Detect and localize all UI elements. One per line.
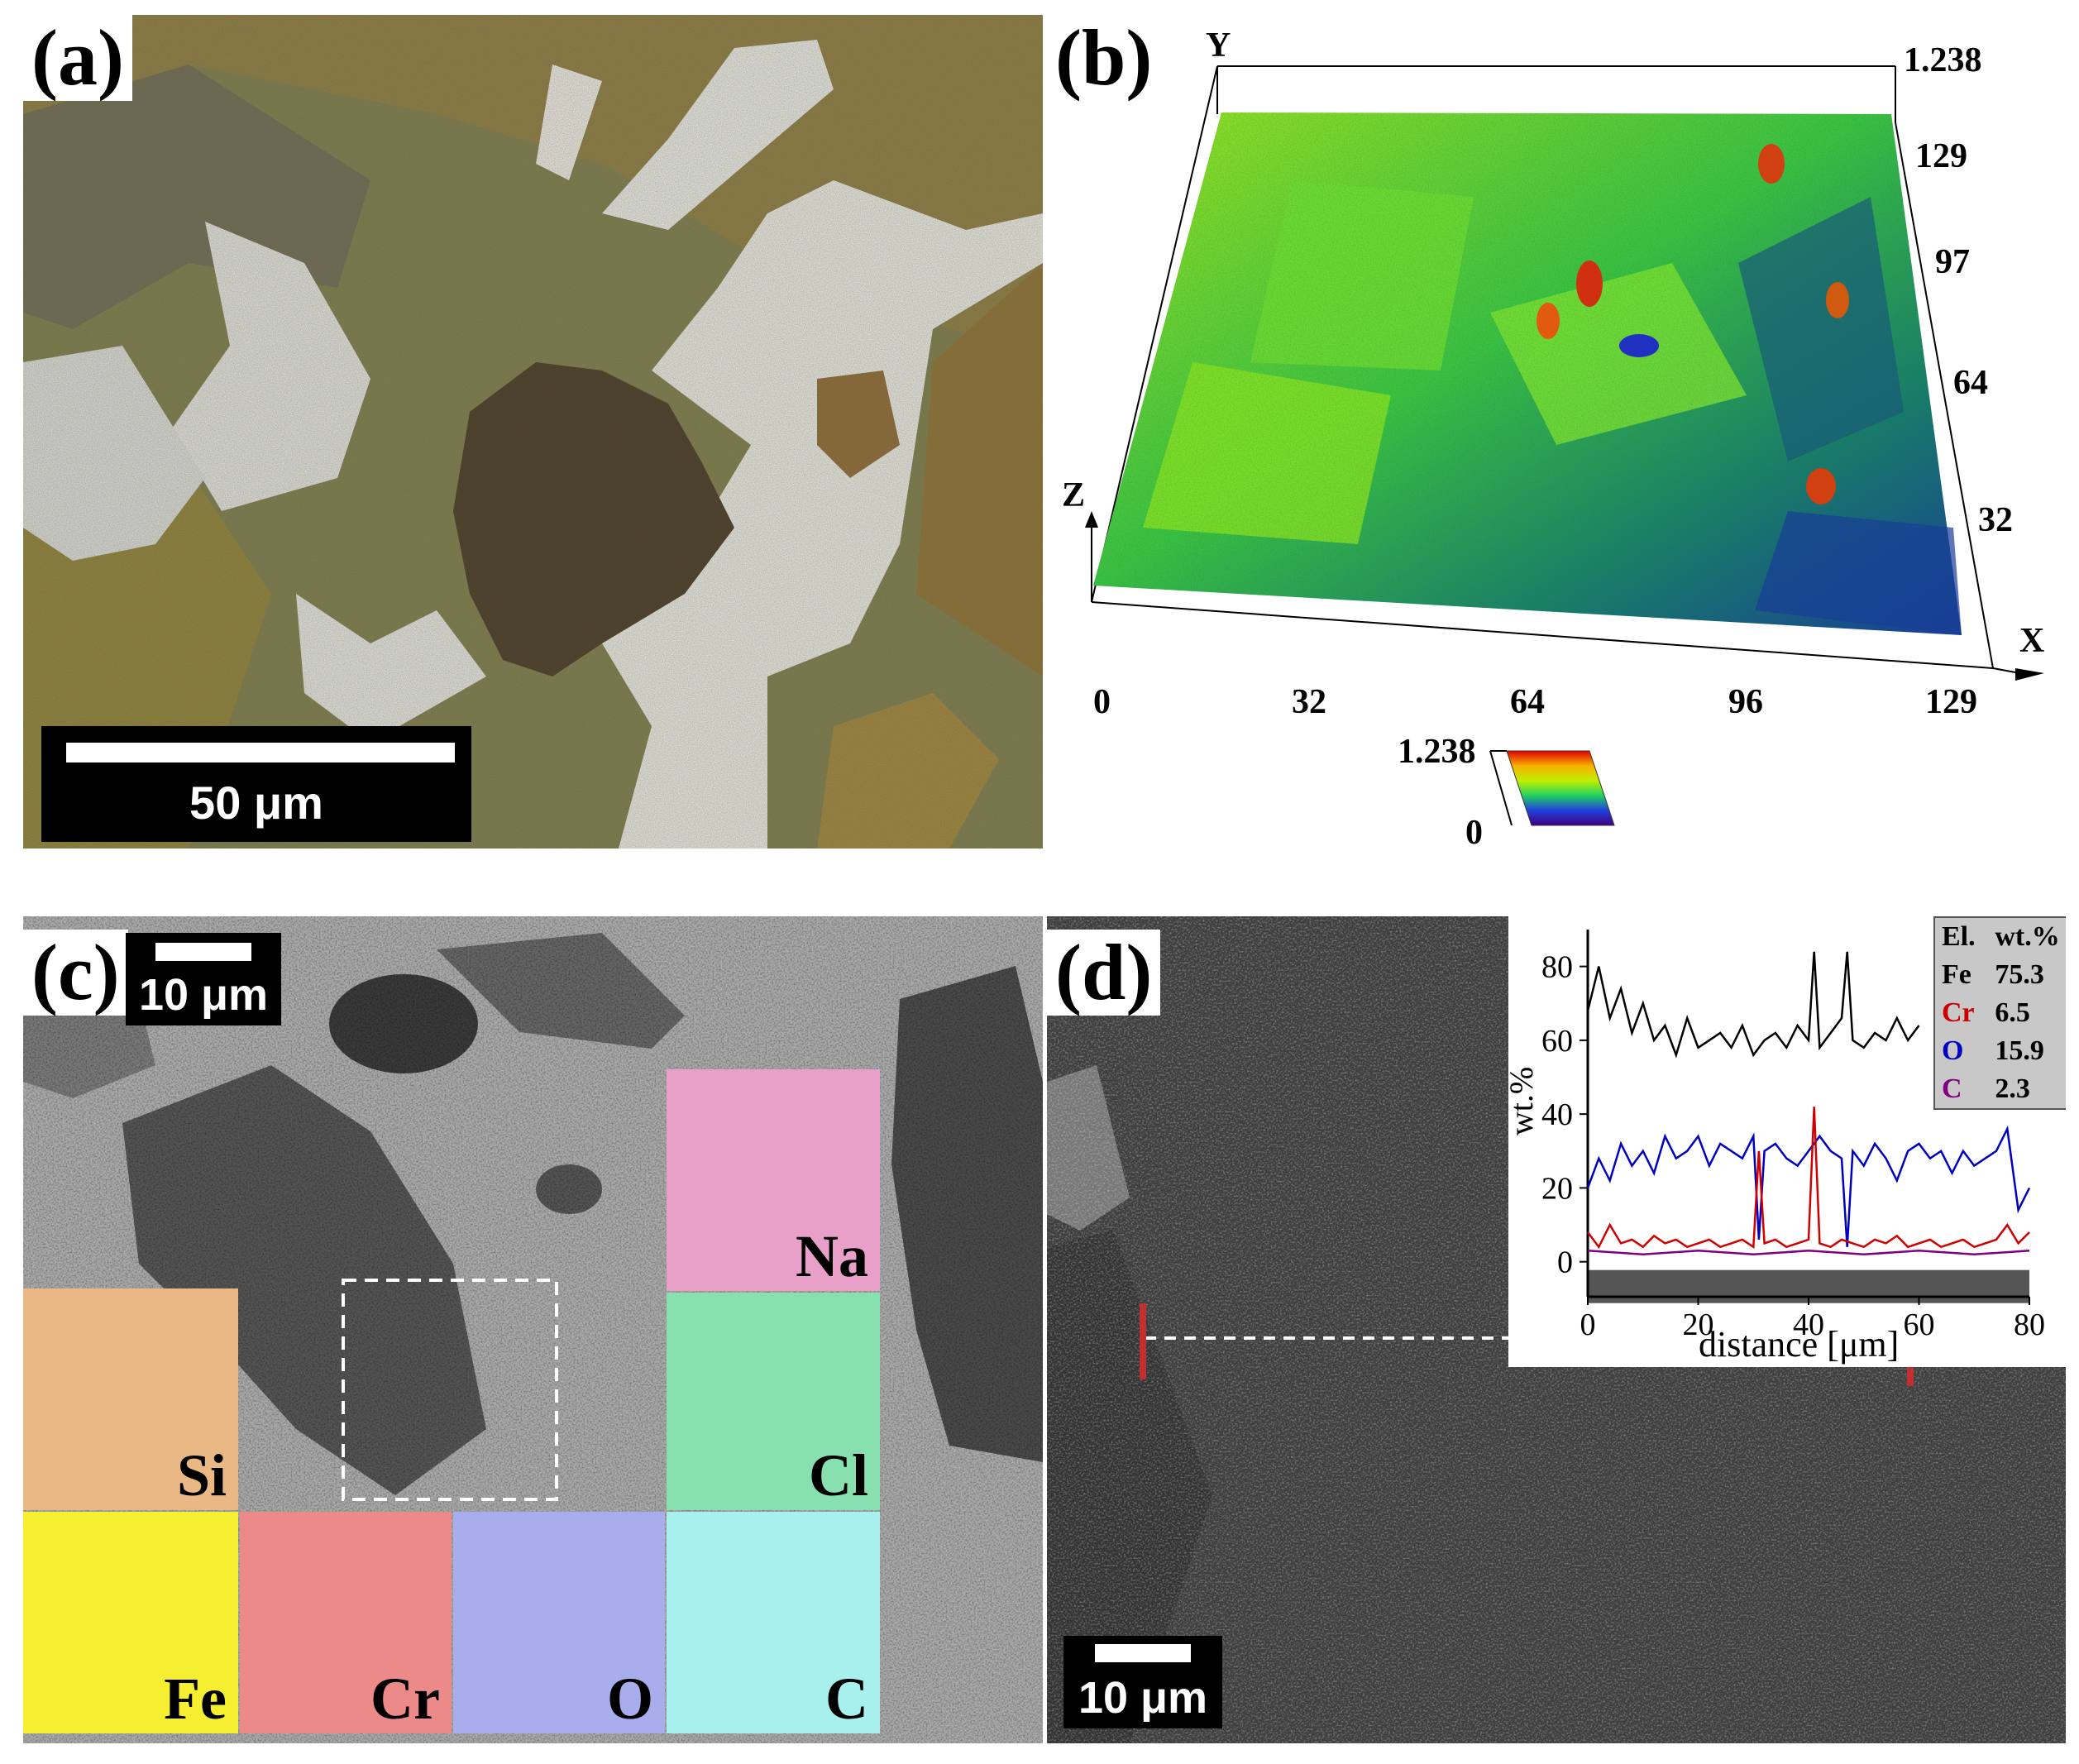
y-tick-label: 40 xyxy=(1541,1097,1573,1132)
scale-bar: 10 μm xyxy=(126,933,281,1025)
element-label: O xyxy=(606,1666,653,1732)
y-tick-label: 20 xyxy=(1541,1171,1573,1206)
element-label: Na xyxy=(796,1223,868,1289)
scale-bar-line xyxy=(1095,1644,1191,1662)
series-line xyxy=(1587,1250,2030,1256)
scale-bar: 10 μm xyxy=(1063,1636,1222,1728)
table-header: wt.% xyxy=(1995,921,2060,952)
colorbar-max-label: 1.238 xyxy=(1398,733,1476,771)
selection-box xyxy=(342,1279,558,1501)
colorbar xyxy=(1506,750,1615,826)
table-row: C 2.3 xyxy=(1935,1070,2066,1108)
axes-box xyxy=(1091,65,2016,673)
eds-map-cr: Cr xyxy=(240,1512,452,1733)
element-cell: Cr xyxy=(1942,997,1975,1028)
linescan-chart: 0 20 40 60 80 0 20 40 60 80 xyxy=(1541,930,2045,1342)
x-tick-label: 96 xyxy=(1728,683,1763,721)
eds-map-o: O xyxy=(453,1512,665,1733)
composition-table: El. wt.% Fe 75.3 Cr 6.5 O 15.9 C 2.3 xyxy=(1933,916,2066,1110)
element-cell: C xyxy=(1942,1073,1962,1104)
y-tick-label: 97 xyxy=(1935,243,1970,281)
linescan-start-marker xyxy=(1140,1303,1146,1379)
panel-b-3d-profile: (b) Y Z X 1.238 0 32 64 96 129 129 97 64… xyxy=(1044,15,2079,849)
y-tick-label: 60 xyxy=(1541,1024,1573,1059)
value-cell: 75.3 xyxy=(1995,959,2044,990)
surface-3d-plot xyxy=(1085,65,2044,826)
scale-bar-line xyxy=(66,743,455,762)
series-line xyxy=(1586,1107,2030,1250)
y-axis-label: wt.% xyxy=(1503,1066,1541,1136)
axis-y-letter: Y xyxy=(1206,26,1231,65)
panel-label: (b) xyxy=(1047,15,1161,101)
panel-a-optical-micrograph: (a) 50 μm xyxy=(23,15,1043,849)
panel-label: (c) xyxy=(23,930,128,1016)
scale-bar: 50 μm xyxy=(41,726,471,842)
element-cell: O xyxy=(1942,1035,1964,1066)
element-label: Fe xyxy=(164,1666,227,1732)
value-cell: 6.5 xyxy=(1995,997,2030,1028)
scale-bar-label: 10 μm xyxy=(1078,1673,1208,1723)
panel-label: (d) xyxy=(1047,930,1161,1016)
x-tick-label: 20 xyxy=(1683,1307,1714,1342)
y-tick-label: 0 xyxy=(1557,1245,1573,1280)
element-label: C xyxy=(825,1666,868,1732)
element-label: Cl xyxy=(809,1442,868,1508)
y-tick-label: 32 xyxy=(1978,501,2013,539)
table-header: El. xyxy=(1942,921,1976,952)
element-label: Si xyxy=(176,1442,227,1508)
element-cell: Fe xyxy=(1942,959,1971,990)
z-top-value: 1.238 xyxy=(1904,41,1982,79)
table-row: O 15.9 xyxy=(1935,1032,2066,1070)
value-cell: 2.3 xyxy=(1995,1073,2030,1104)
panel-d-sem-linescan: (d) 10 μm 0 20 40 60 80 0 20 40 60 80 distance [μ… xyxy=(1047,916,2066,1743)
x-tick-label: 64 xyxy=(1510,683,1545,721)
scale-bar-line xyxy=(155,943,251,961)
x-tick-label: 0 xyxy=(1580,1307,1596,1342)
element-label: Cr xyxy=(370,1666,440,1732)
optical-micrograph-image xyxy=(23,15,1043,849)
table-row: Cr 6.5 xyxy=(1935,994,2066,1032)
table-row: Fe 75.3 xyxy=(1935,956,2066,994)
eds-map-c: C xyxy=(667,1512,880,1733)
axis-x-letter: X xyxy=(2019,622,2045,660)
x-axis-label: distance [μm] xyxy=(1699,1324,1900,1365)
axis-z-letter: Z xyxy=(1062,476,1086,514)
y-tick-label: 80 xyxy=(1541,950,1573,985)
panel-label: (a) xyxy=(23,15,132,101)
x-tick-label: 32 xyxy=(1292,683,1326,721)
x-tick-label: 40 xyxy=(1793,1307,1824,1342)
x-tick-label: 129 xyxy=(1925,683,1977,721)
eds-map-fe: Fe xyxy=(23,1512,238,1733)
x-tick-label: 60 xyxy=(1904,1307,1935,1342)
y-tick-label: 64 xyxy=(1953,364,1988,402)
y-tick-label: 129 xyxy=(1915,137,1967,175)
colorbar-min-label: 0 xyxy=(1465,814,1483,849)
x-tick-label: 80 xyxy=(2014,1307,2045,1342)
scale-bar-label: 50 μm xyxy=(189,777,323,829)
series-line xyxy=(1586,951,1920,1059)
series-line xyxy=(1586,1125,2031,1247)
value-cell: 15.9 xyxy=(1995,1035,2044,1066)
eds-map-cl: Cl xyxy=(667,1293,880,1510)
x-tick-label: 0 xyxy=(1093,683,1111,721)
eds-map-na: Na xyxy=(667,1069,880,1291)
table-header-row: El. wt.% xyxy=(1935,918,2066,956)
eds-map-si: Si xyxy=(23,1288,238,1510)
scale-bar-label: 10 μm xyxy=(138,970,269,1020)
panel-c-sem-eds-maps: (c) 10 μm Na Si Cl Fe Cr O C xyxy=(23,916,1043,1743)
